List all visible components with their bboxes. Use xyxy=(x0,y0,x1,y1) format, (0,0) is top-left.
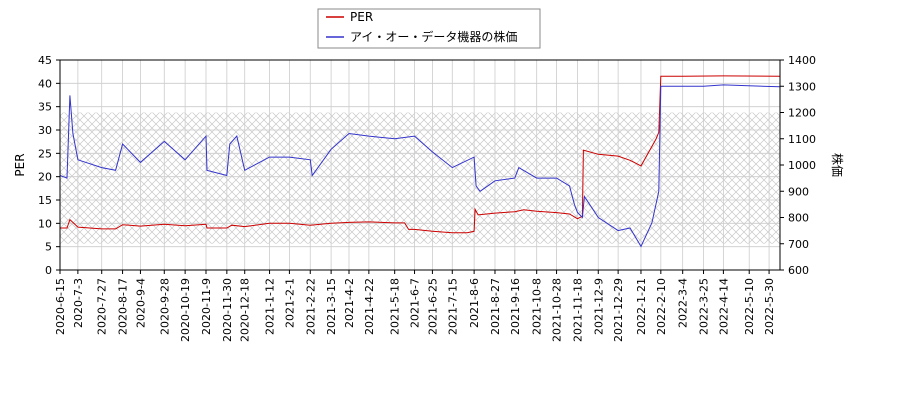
x-tick-label: 2022-1-21 xyxy=(635,278,648,335)
left-tick-label: 45 xyxy=(38,54,52,67)
x-tick-label: 2021-8-27 xyxy=(489,278,502,335)
x-tick-label: 2020-11-9 xyxy=(200,278,213,335)
right-tick-label: 600 xyxy=(788,264,809,277)
x-tick-label: 2021-11-18 xyxy=(571,278,584,342)
series-line-price xyxy=(60,84,780,248)
x-tick-label: 2021-5-18 xyxy=(389,278,402,335)
x-tick-label: 2022-3-25 xyxy=(698,278,711,335)
right-tick-label: 900 xyxy=(788,185,809,198)
x-tick-label: 2020-7-27 xyxy=(96,278,109,335)
legend: PER アイ・オー・データ機器の株価 xyxy=(317,8,541,49)
left-axis-label: PER xyxy=(13,153,27,176)
x-tick-label: 2020-7-3 xyxy=(72,278,85,328)
x-tick-label: 2021-6-25 xyxy=(426,278,439,335)
x-tick-label: 2020-10-19 xyxy=(179,278,192,342)
x-tick-label: 2022-5-30 xyxy=(763,278,776,335)
x-tick-label: 2022-3-4 xyxy=(677,278,690,328)
x-tick-label: 2022-4-14 xyxy=(717,278,730,335)
left-tick-label: 5 xyxy=(45,241,52,254)
right-tick-label: 1300 xyxy=(788,80,816,93)
legend-box xyxy=(317,8,541,49)
x-tick-label: 2022-2-10 xyxy=(655,278,668,335)
left-axis-ticks: 0 5 10 15 20 25 30 35 40 45 xyxy=(38,54,60,277)
x-tick-label: 2021-6-7 xyxy=(409,278,422,328)
x-tick-label: 2021-2-22 xyxy=(304,278,317,335)
x-tick-label: 2021-10-8 xyxy=(531,278,544,335)
x-tick-label: 2020-12-18 xyxy=(239,278,252,342)
x-tick-label: 2021-10-28 xyxy=(551,278,564,342)
legend-label-price: アイ・オー・データ機器の株価 xyxy=(350,29,517,44)
legend-label-per: PER xyxy=(350,10,373,24)
x-tick-label: 2021-4-22 xyxy=(363,278,376,335)
x-tick-label: 2020-9-4 xyxy=(134,278,147,328)
x-tick-label: 2020-6-15 xyxy=(54,278,67,335)
right-tick-label: 800 xyxy=(788,212,809,225)
left-tick-label: 20 xyxy=(38,171,52,184)
x-axis-ticks: 2020-6-15 2020-7-3 2020-7-27 2020-8-17 2020-… xyxy=(54,270,776,342)
right-tick-label: 1200 xyxy=(788,107,816,120)
left-tick-label: 40 xyxy=(38,77,52,90)
right-tick-label: 1400 xyxy=(788,54,816,67)
right-axis-label: 株価 xyxy=(830,153,845,177)
x-tick-label: 2021-8-6 xyxy=(468,278,481,328)
x-tick-label: 2020-11-30 xyxy=(221,278,234,342)
x-tick-label: 2021-1-12 xyxy=(264,278,277,335)
left-tick-label: 10 xyxy=(38,217,52,230)
x-tick-label: 2021-12-29 xyxy=(612,278,625,342)
left-tick-label: 15 xyxy=(38,194,52,207)
x-tick-label: 2020-8-17 xyxy=(117,278,130,335)
x-tick-label: 2022-5-10 xyxy=(743,278,756,335)
right-tick-label: 1100 xyxy=(788,133,816,146)
right-tick-label: 1000 xyxy=(788,159,816,172)
x-tick-label: 2021-9-16 xyxy=(509,278,522,335)
x-tick-label: 2021-2-1 xyxy=(283,278,296,328)
x-tick-label: 2020-9-28 xyxy=(158,278,171,335)
x-tick-label: 2021-7-15 xyxy=(446,278,459,335)
left-tick-label: 35 xyxy=(38,101,52,114)
x-tick-label: 2021-4-2 xyxy=(343,278,356,328)
left-tick-label: 25 xyxy=(38,147,52,160)
right-axis-ticks: 600 700 800 900 1000 1100 1200 1300 1400 xyxy=(780,54,816,277)
series-line-per xyxy=(60,75,780,234)
x-tick-label: 2021-3-15 xyxy=(325,278,338,335)
left-tick-label: 0 xyxy=(45,264,52,277)
series-lines xyxy=(60,75,780,248)
left-tick-label: 30 xyxy=(38,124,52,137)
right-tick-label: 700 xyxy=(788,238,809,251)
x-tick-label: 2021-12-9 xyxy=(592,278,605,335)
